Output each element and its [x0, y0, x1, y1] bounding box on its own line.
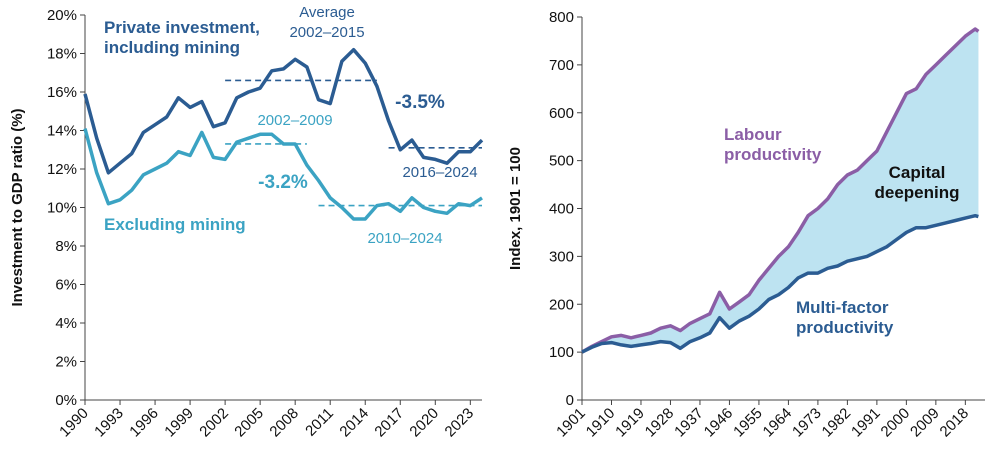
x-tick-label: 1996 [126, 405, 162, 441]
y-tick-label: 300 [549, 248, 574, 265]
series-label: Excluding mining [104, 215, 246, 234]
y-tick-label: 6% [55, 277, 77, 294]
x-tick-label: 2011 [302, 405, 337, 440]
area-label: Capital deepening [874, 163, 960, 202]
reference-label: 2002–2009 [257, 112, 333, 129]
annotation: Average [299, 4, 355, 21]
x-tick-label: 1982 [819, 405, 855, 441]
y-tick-label: 100 [549, 344, 574, 361]
y-tick-label: 700 [549, 57, 574, 74]
y-tick-label: 10% [47, 200, 77, 217]
x-tick-label: 1919 [612, 405, 648, 441]
reference-label: 2016–2024 [402, 164, 478, 181]
y-tick-label: 0 [566, 392, 574, 409]
x-tick-label: 2002 [196, 405, 232, 441]
series-line [581, 27, 980, 354]
x-tick-label: 1910 [583, 405, 619, 441]
x-tick-label: 1999 [161, 405, 197, 441]
y-axis-title: Investment to GDP ratio (%) [9, 108, 26, 306]
y-tick-label: 200 [549, 296, 574, 313]
reference-label: 2002–2015 [289, 24, 365, 41]
y-tick-label: 20% [47, 7, 77, 24]
series-line [581, 213, 979, 354]
x-tick-label: 2014 [336, 405, 372, 441]
x-tick-label: 1937 [671, 405, 707, 441]
x-tick-label: 2005 [231, 405, 267, 441]
y-tick-label: 16% [47, 84, 77, 101]
y-tick-label: 8% [55, 238, 77, 255]
series-line [83, 47, 484, 175]
y-tick-label: 800 [549, 9, 574, 26]
x-tick-label: 1928 [642, 405, 678, 441]
x-tick-label: 1973 [789, 405, 825, 441]
x-tick-label: 1901 [553, 405, 589, 441]
x-tick-label: 1991 [848, 405, 884, 441]
fill-between [582, 28, 979, 353]
reference-label: 2010–2024 [367, 230, 443, 247]
series-label: Multi-factor productivity [796, 298, 894, 337]
x-tick-label: 1946 [701, 405, 737, 441]
y-tick-label: 500 [549, 153, 574, 170]
y-tick-label: 4% [55, 315, 77, 332]
y-tick-label: 400 [549, 201, 574, 218]
y-tick-label: 18% [47, 46, 77, 63]
y-tick-label: 0% [55, 392, 77, 409]
y-tick-label: 12% [47, 161, 77, 178]
annotation: -3.5% [395, 92, 445, 113]
annotation: -3.2% [258, 172, 308, 193]
x-tick-label: 1990 [56, 405, 92, 441]
x-tick-label: 1955 [730, 405, 766, 441]
series-label: Labour productivity [724, 125, 822, 164]
x-tick-label: 2009 [907, 405, 943, 441]
x-tick-label: 1993 [91, 405, 127, 441]
y-tick-label: 14% [47, 123, 77, 140]
x-tick-label: 2023 [442, 405, 478, 441]
series-line [83, 128, 483, 221]
x-tick-label: 2020 [407, 405, 443, 441]
y-tick-label: 600 [549, 105, 574, 122]
x-tick-label: 1964 [760, 405, 796, 441]
x-tick-label: 2000 [878, 405, 914, 441]
x-tick-label: 2008 [266, 405, 302, 441]
y-tick-label: 2% [55, 354, 77, 371]
x-tick-label: 2017 [371, 405, 407, 441]
series-label: Private investment, including mining [104, 18, 260, 57]
y-axis-title: Index, 1901 = 100 [507, 147, 524, 270]
x-tick-label: 2018 [937, 405, 973, 441]
